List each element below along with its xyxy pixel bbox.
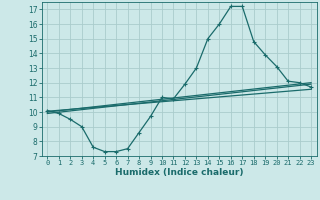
X-axis label: Humidex (Indice chaleur): Humidex (Indice chaleur) [115,168,244,177]
